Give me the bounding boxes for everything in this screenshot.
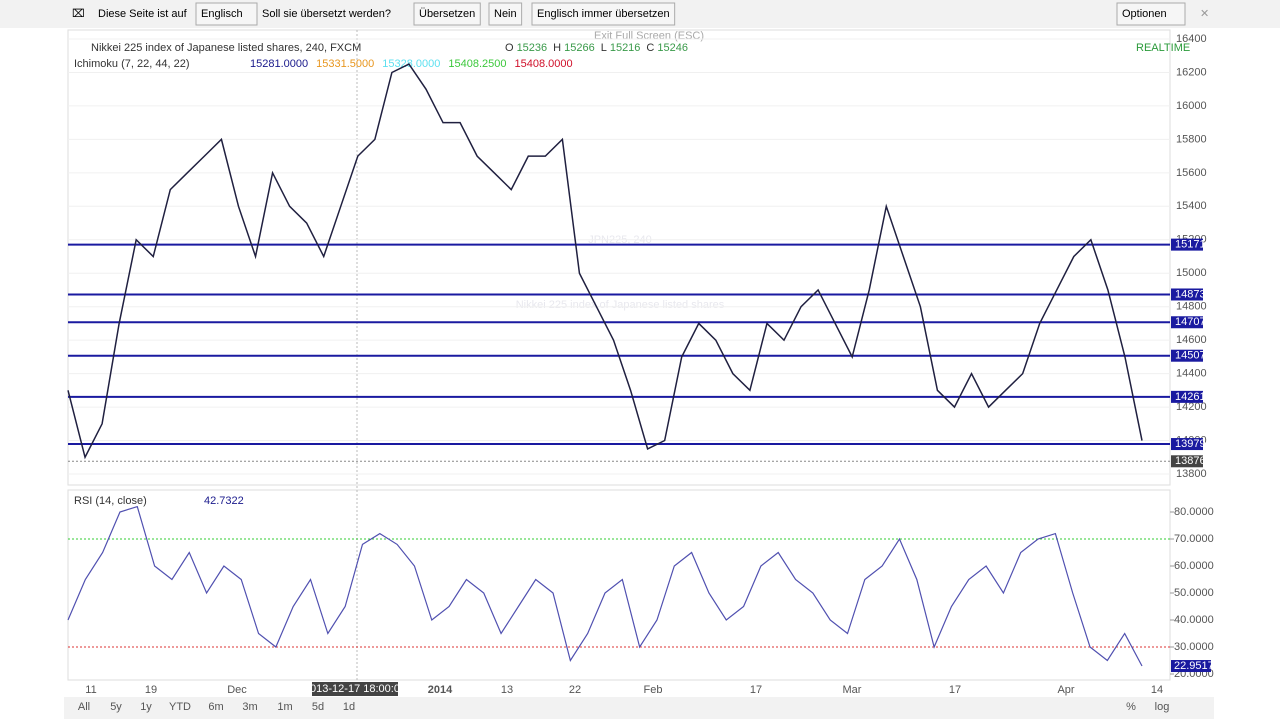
ohlc-key: O xyxy=(505,42,514,54)
ohlc-key: C xyxy=(646,42,654,54)
x-tick-label: 13 xyxy=(501,684,513,696)
level-tag xyxy=(1171,390,1203,403)
rsi-tick-label: 70.0000 xyxy=(1174,533,1214,545)
level-tag xyxy=(1171,288,1203,301)
rsi-value: 42.7322 xyxy=(204,495,244,507)
range-button[interactable]: YTD xyxy=(169,701,191,713)
level-label: 15171 xyxy=(1175,239,1206,251)
y-tick-label: 14800 xyxy=(1176,301,1207,313)
level-tag xyxy=(1171,238,1203,251)
translate-button[interactable] xyxy=(488,2,523,26)
y-tick-label: 14600 xyxy=(1176,334,1207,346)
y-tick-label: 14400 xyxy=(1176,368,1207,380)
options[interactable]: Optionen xyxy=(1122,8,1167,20)
x-tick-label: 22 xyxy=(569,684,581,696)
level-label: 13979 xyxy=(1175,438,1206,450)
translate-question: Soll sie übersetzt werden? xyxy=(262,8,391,20)
indicator-value: 15408.0000 xyxy=(515,58,573,70)
rsi-tick-label: 30.0000 xyxy=(1174,641,1214,653)
rsi-tick-label: 80.0000 xyxy=(1174,506,1214,518)
y-tick-label: 13800 xyxy=(1176,468,1207,480)
bottom-bar xyxy=(64,697,1214,719)
x-tick-label: 19 xyxy=(145,684,157,696)
range-button[interactable]: 5d xyxy=(312,701,324,713)
price-line xyxy=(67,63,1143,460)
rsi-tick-label: 40.0000 xyxy=(1174,614,1214,626)
crosshair-box xyxy=(312,682,398,696)
x-tick-label: Dec xyxy=(227,684,247,696)
watermark-sub: Nikkei 225 index of Japanese listed shar… xyxy=(516,299,725,311)
y-tick-label: 16000 xyxy=(1176,100,1207,112)
rsi-last-label: 22.9517 xyxy=(1174,660,1214,672)
rsi-line xyxy=(67,505,1143,667)
rsi-tick-label: 60.0000 xyxy=(1174,560,1214,572)
rsi-tick-label: 50.0000 xyxy=(1174,587,1214,599)
range-button[interactable]: 5y xyxy=(110,701,122,713)
indicator-value: 15331.5000 xyxy=(316,58,374,70)
indicator-value: 15328.0000 xyxy=(382,58,440,70)
language-select[interactable] xyxy=(195,2,258,26)
range-button[interactable]: 1y xyxy=(140,701,152,713)
y-tick-label: 16400 xyxy=(1176,33,1207,45)
rsi-pane xyxy=(67,489,1171,681)
ohlc-value: 15236 xyxy=(517,42,548,54)
translate-button[interactable] xyxy=(413,2,481,26)
y-tick-label: 15400 xyxy=(1176,200,1207,212)
translate-prompt: Diese Seite ist auf xyxy=(98,8,188,20)
y-tick-label: 14200 xyxy=(1176,401,1207,413)
y-tick-label: 15800 xyxy=(1176,133,1207,145)
range-button[interactable]: 1d xyxy=(343,701,355,713)
level-tag xyxy=(1171,349,1203,362)
indicator-title: Ichimoku (7, 22, 44, 22) xyxy=(74,58,190,70)
translate-icon: ⌧ xyxy=(72,8,85,20)
level-tag xyxy=(1171,316,1203,329)
translate-button-label[interactable]: Englisch immer übersetzen xyxy=(537,8,670,20)
translate-button-label[interactable]: Nein xyxy=(494,8,517,20)
y-tick-label: 15600 xyxy=(1176,167,1207,179)
y-tick-label: 16200 xyxy=(1176,66,1207,78)
last-price-label: 13876 xyxy=(1175,455,1206,467)
rsi-last-tag xyxy=(1171,660,1211,673)
y-tick-label: 15000 xyxy=(1176,267,1207,279)
x-tick-label: Mar xyxy=(843,684,862,696)
language[interactable]: Englisch xyxy=(201,8,243,20)
ohlc-value: 15266 xyxy=(564,42,595,54)
chart-title: Nikkei 225 index of Japanese listed shar… xyxy=(91,42,361,54)
price-pane xyxy=(67,29,1171,486)
x-tick-label: 2014 xyxy=(428,684,453,696)
ohlc-key: H xyxy=(553,42,561,54)
range-button[interactable]: All xyxy=(78,701,90,713)
indicator-value: 15281.0000 xyxy=(250,58,308,70)
realtime: REALTIME xyxy=(1136,42,1190,54)
x-tick-label: 17 xyxy=(949,684,961,696)
x-tick-label: Feb xyxy=(644,684,663,696)
range-button[interactable]: 6m xyxy=(208,701,223,713)
scale-button[interactable]: % xyxy=(1126,701,1136,713)
x-tick-label: 11 xyxy=(85,684,96,696)
level-label: 14261 xyxy=(1175,391,1206,403)
ohlc-value: 15216 xyxy=(610,42,641,54)
translate-button-label[interactable]: Übersetzen xyxy=(419,8,475,20)
x-tick-label: 17 xyxy=(750,684,762,696)
crosshair-time: 2013-12-17 18:00:00 xyxy=(304,683,406,695)
close-icon[interactable]: ✕ xyxy=(1200,8,1209,20)
rsi-title: RSI (14, close) xyxy=(74,495,147,507)
level-tag xyxy=(1171,438,1203,451)
x-tick-label: Apr xyxy=(1057,684,1074,696)
translate-button[interactable] xyxy=(531,2,676,26)
ohlc-key: L xyxy=(601,42,607,54)
level-label: 14507 xyxy=(1175,350,1206,362)
level-label: 14873 xyxy=(1175,288,1206,300)
ohlc-value: 15246 xyxy=(657,42,688,54)
level-label: 14707 xyxy=(1175,316,1206,328)
x-tick-label: 14 xyxy=(1151,684,1163,696)
last-price-tag xyxy=(1171,455,1203,468)
exit-fullscreen[interactable]: Exit Full Screen (ESC) xyxy=(594,30,704,42)
range-button[interactable]: 1m xyxy=(277,701,292,713)
scale-button[interactable]: log xyxy=(1155,701,1170,713)
indicator-value: 15408.2500 xyxy=(448,58,506,70)
range-button[interactable]: 3m xyxy=(242,701,257,713)
options-button[interactable] xyxy=(1116,2,1186,26)
